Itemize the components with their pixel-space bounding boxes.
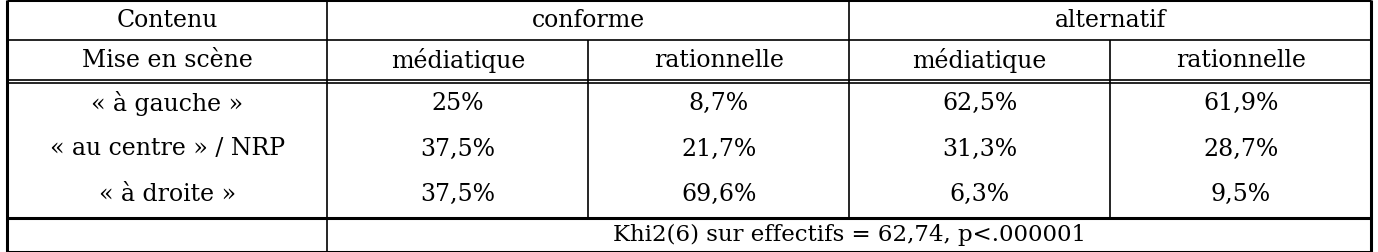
Text: médiatique: médiatique [912,48,1047,73]
Text: Khi2(6) sur effectifs = 62,74, p<.000001: Khi2(6) sur effectifs = 62,74, p<.000001 [613,224,1086,246]
Text: 28,7%: 28,7% [1203,138,1279,161]
Text: « à droite »: « à droite » [99,183,236,206]
Text: 62,5%: 62,5% [943,91,1017,114]
Text: 21,7%: 21,7% [681,138,757,161]
Text: « à gauche »: « à gauche » [91,90,244,115]
Text: 8,7%: 8,7% [689,91,748,114]
Text: conforme: conforme [532,9,645,32]
Text: 6,3%: 6,3% [949,183,1010,206]
Text: rationnelle: rationnelle [653,49,784,72]
Text: alternatif: alternatif [1054,9,1166,32]
Text: 61,9%: 61,9% [1203,91,1279,114]
Text: Contenu: Contenu [117,9,218,32]
Text: 9,5%: 9,5% [1211,183,1271,206]
Text: Mise en scène: Mise en scène [81,49,252,72]
Text: « au centre » / NRP: « au centre » / NRP [50,138,285,161]
Text: médiatique: médiatique [391,48,525,73]
Text: 37,5%: 37,5% [420,138,496,161]
Text: 69,6%: 69,6% [681,183,757,206]
Text: 31,3%: 31,3% [943,138,1017,161]
Text: 25%: 25% [431,91,484,114]
Text: 37,5%: 37,5% [420,183,496,206]
Text: rationnelle: rationnelle [1175,49,1305,72]
